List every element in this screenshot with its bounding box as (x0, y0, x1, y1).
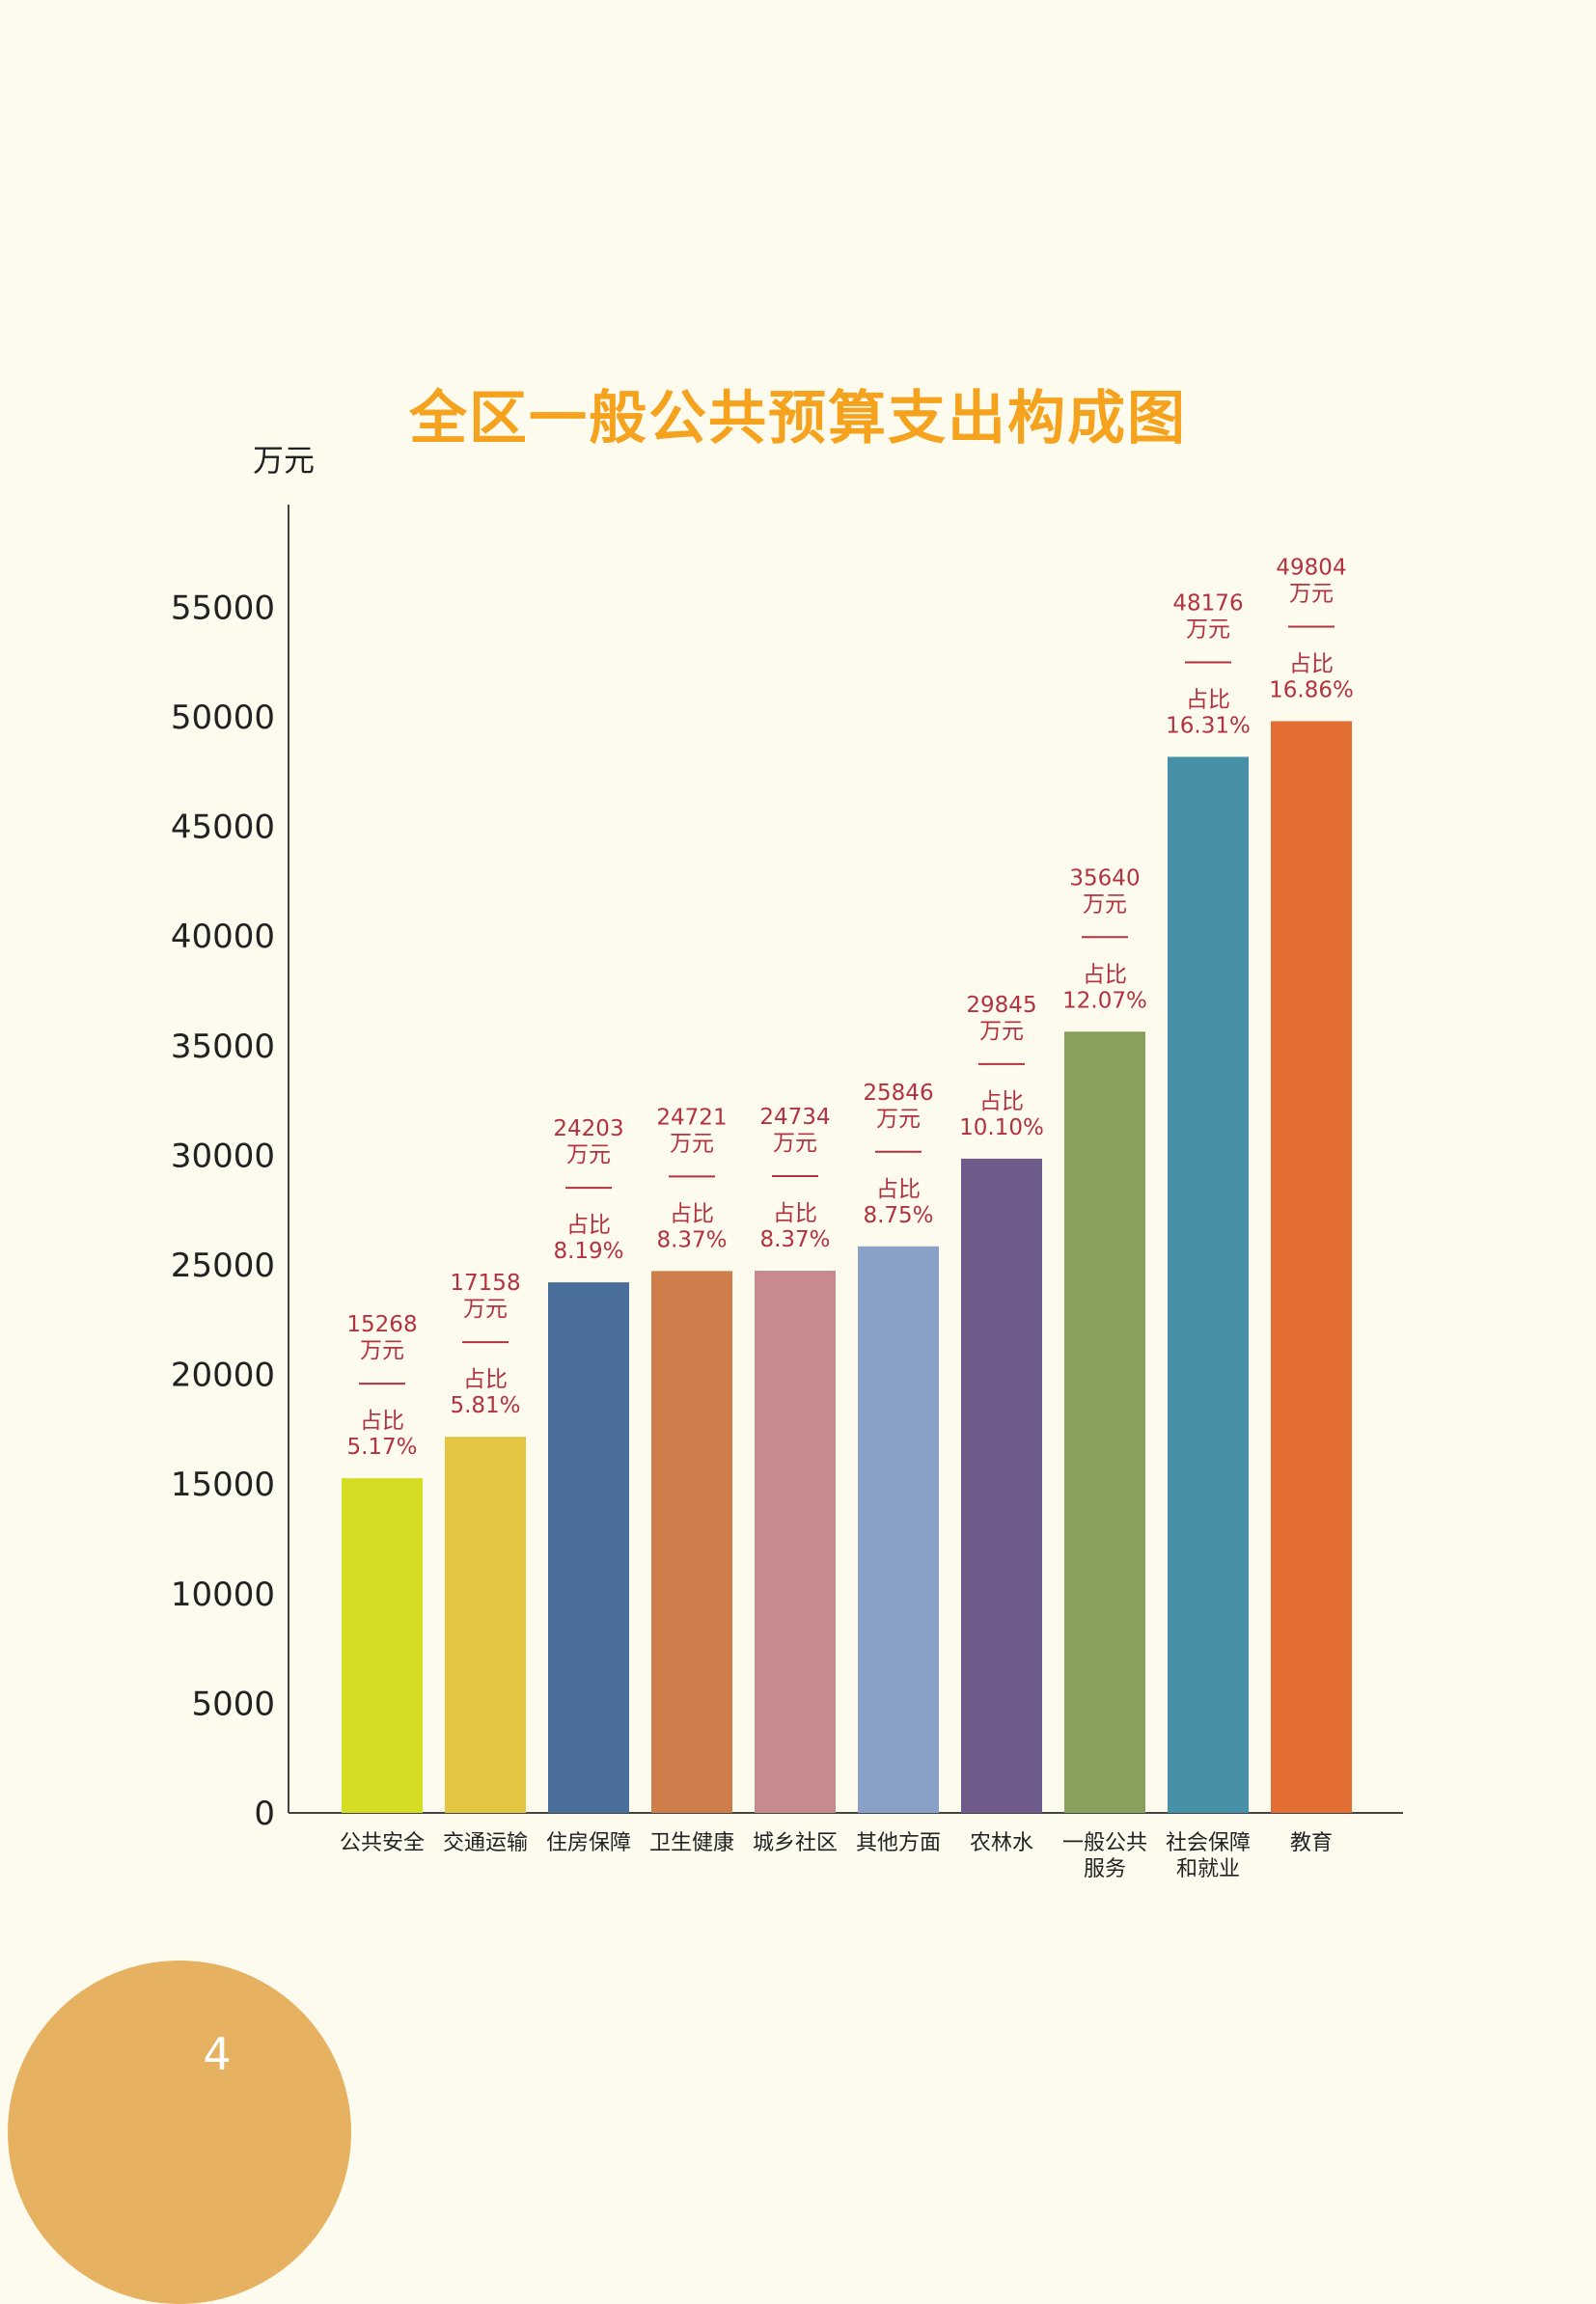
x-category-label: 卫生健康 (649, 1831, 734, 1855)
bar (1064, 1031, 1145, 1813)
y-tick-label: 25000 (171, 1247, 275, 1285)
x-category-label: 城乡社区 (753, 1831, 838, 1855)
bar-share-caption: 占比 (1083, 962, 1127, 987)
bar-share-caption: 占比 (463, 1367, 508, 1392)
bar (755, 1271, 836, 1813)
y-tick-label: 35000 (171, 1028, 275, 1066)
y-tick-label: 55000 (171, 589, 275, 627)
bar-value-label: 17158 (450, 1271, 520, 1296)
bar-value-label: 35640 (1069, 865, 1140, 891)
y-tick-label: 10000 (171, 1576, 275, 1614)
bar-chart: 0 5000 10000 15000 20000 25000 30000 35000 40000… (171, 505, 1403, 1881)
chart-title: 全区一般公共预算支出构成图 (409, 385, 1187, 453)
page-number-circle (8, 1961, 351, 2304)
bar (858, 1246, 939, 1813)
bar-share-label: 12.07% (1062, 988, 1147, 1013)
bar (445, 1437, 526, 1813)
y-tick-label: 45000 (171, 809, 275, 847)
bar-share-caption: 占比 (360, 1409, 404, 1434)
bar-share-label: 5.17% (346, 1435, 417, 1460)
y-tick-label: 40000 (171, 918, 275, 956)
bar (548, 1282, 629, 1813)
bar-share-label: 8.19% (553, 1239, 623, 1264)
bar (1271, 721, 1352, 1813)
bar-share-caption: 占比 (1289, 651, 1334, 676)
y-tick-label: 0 (254, 1795, 275, 1833)
x-category-label: 交通运输 (443, 1831, 528, 1855)
x-category-label: 一般公共 (1062, 1831, 1147, 1855)
bar-value-label: 24721 (656, 1105, 727, 1130)
bar-unit-label: 万元 (670, 1131, 714, 1156)
bar-value-label: 25846 (863, 1081, 933, 1106)
bar-share-caption: 占比 (979, 1089, 1024, 1114)
y-tick-label: 50000 (171, 699, 275, 737)
bar-unit-label: 万元 (773, 1131, 817, 1156)
bar-share-label: 8.75% (863, 1203, 933, 1228)
bar-share-caption: 占比 (670, 1201, 714, 1226)
bar-unit-label: 万元 (1186, 617, 1230, 642)
x-category-label: 公共安全 (340, 1831, 425, 1855)
bar-unit-label: 万元 (876, 1107, 921, 1132)
y-tick-label: 15000 (171, 1466, 275, 1504)
bar-value-label: 29845 (966, 993, 1036, 1018)
x-category-label: 其他方面 (856, 1831, 941, 1855)
x-category-label: 和就业 (1176, 1857, 1240, 1881)
bar-unit-label: 万元 (979, 1019, 1024, 1044)
y-tick-label: 5000 (191, 1685, 275, 1723)
y-tick-label: 20000 (171, 1357, 275, 1395)
bar (651, 1271, 732, 1813)
y-tick-label: 30000 (171, 1137, 275, 1175)
x-category-label: 住房保障 (546, 1831, 631, 1855)
bar-unit-label: 万元 (463, 1297, 508, 1322)
bar-share-caption: 占比 (876, 1177, 921, 1202)
bar-share-label: 16.31% (1166, 713, 1251, 738)
x-category-label: 服务 (1084, 1857, 1126, 1881)
bar (342, 1478, 423, 1813)
bar-value-label: 24734 (759, 1105, 830, 1130)
bar-unit-label: 万元 (1289, 581, 1334, 606)
bar-unit-label: 万元 (1083, 891, 1127, 917)
bar (1168, 756, 1249, 1813)
bar-share-label: 16.86% (1269, 677, 1354, 702)
bar-value-label: 49804 (1276, 555, 1346, 580)
bar (961, 1158, 1042, 1813)
bar-unit-label: 万元 (566, 1142, 611, 1167)
bar-share-label: 8.37% (759, 1227, 830, 1252)
bar-value-label: 24203 (553, 1116, 623, 1141)
x-category-label: 教育 (1290, 1831, 1333, 1855)
x-category-label: 农林水 (970, 1831, 1033, 1855)
bar-share-caption: 占比 (566, 1213, 611, 1238)
bar-unit-label: 万元 (360, 1338, 404, 1363)
bar-share-caption: 占比 (773, 1201, 817, 1226)
bar-share-label: 8.37% (656, 1227, 727, 1252)
bar-value-label: 48176 (1172, 590, 1243, 616)
x-category-label: 社会保障 (1166, 1831, 1251, 1855)
bar-share-caption: 占比 (1186, 687, 1230, 712)
page-number: 4 (203, 2028, 232, 2080)
bar-share-label: 5.81% (450, 1393, 520, 1418)
bar-share-label: 10.10% (959, 1115, 1044, 1140)
y-axis-unit-label: 万元 (253, 442, 316, 479)
bar-value-label: 15268 (346, 1312, 417, 1337)
